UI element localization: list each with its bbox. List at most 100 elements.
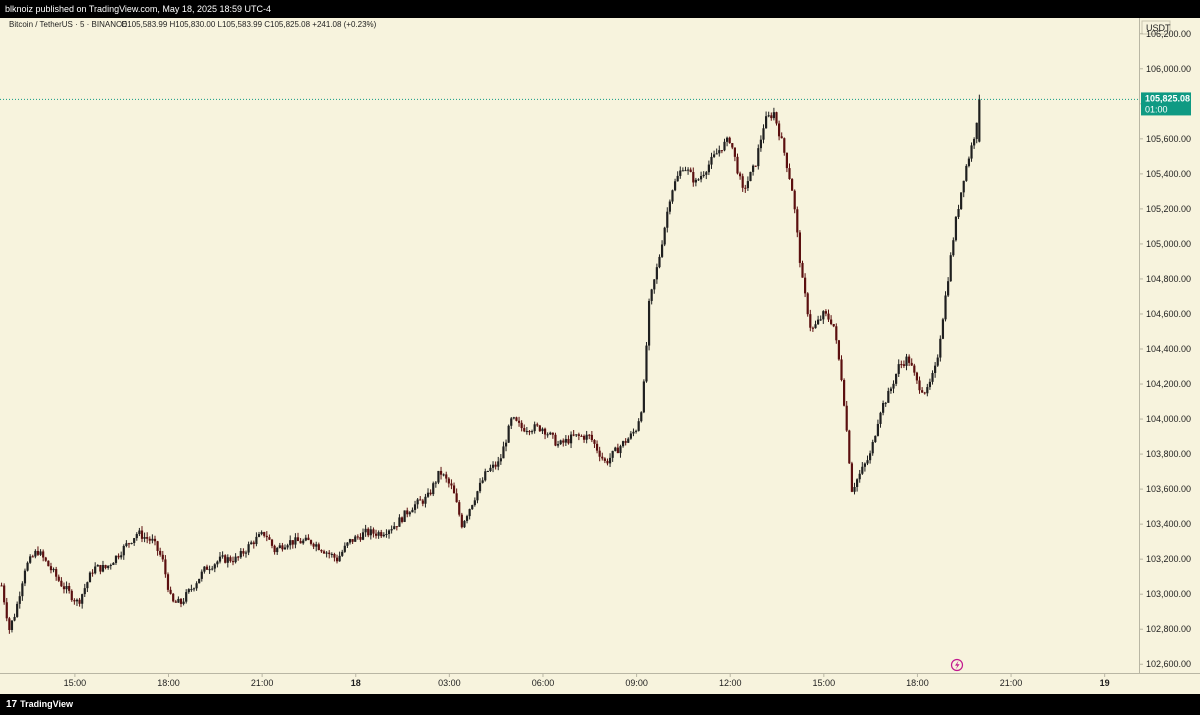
- price-tick-label: 105,000.00: [1146, 239, 1191, 249]
- candle-body: [174, 601, 177, 603]
- candle-body: [211, 568, 214, 570]
- candle-body: [624, 441, 627, 443]
- candle-body: [731, 143, 734, 148]
- tradingview-logo-icon: 17: [6, 699, 18, 710]
- price-tick-label: 105,600.00: [1146, 134, 1191, 144]
- candle-body: [356, 536, 359, 538]
- candle-body: [567, 438, 570, 444]
- candle-body: [759, 139, 762, 149]
- candle-body: [603, 458, 606, 461]
- publish-header-bar: blknoiz published on TradingView.com, Ma…: [0, 0, 1200, 18]
- candle-body: [447, 478, 450, 484]
- candle-body: [952, 240, 955, 256]
- candle-body: [86, 582, 89, 589]
- candle-body: [450, 483, 453, 486]
- candle-body: [439, 470, 443, 475]
- candle-body: [827, 313, 830, 320]
- candle-body: [658, 256, 661, 268]
- candle-body: [640, 412, 643, 422]
- candle-body: [330, 554, 333, 556]
- candle-body: [478, 482, 482, 492]
- chart-pane[interactable]: [0, 18, 1200, 694]
- candle-body: [895, 373, 898, 384]
- candle-body: [733, 147, 736, 157]
- candle-body: [161, 554, 164, 560]
- tradingview-logo[interactable]: 17 TradingView: [0, 694, 73, 715]
- candle-body: [686, 169, 690, 171]
- candle-body: [250, 542, 253, 545]
- candle-body: [312, 543, 315, 547]
- candle-body: [874, 435, 877, 443]
- candle-body: [205, 566, 209, 570]
- candle-body: [265, 535, 268, 538]
- candle-body: [424, 496, 427, 504]
- currency-label-box[interactable]: [1141, 20, 1171, 35]
- candle-body: [515, 417, 518, 421]
- candle-body: [569, 434, 573, 444]
- candle-body: [304, 537, 307, 541]
- tradingview-footer: 17 TradingView: [0, 694, 1200, 714]
- candle-body: [921, 390, 924, 393]
- replay-lightning-icon[interactable]: [950, 658, 964, 672]
- candle-body: [541, 428, 544, 432]
- candle-body: [837, 340, 841, 360]
- candle-body: [549, 432, 552, 435]
- candle-body: [273, 545, 276, 553]
- candle-body: [809, 314, 812, 328]
- candle-body: [413, 504, 417, 510]
- candle-body: [967, 158, 971, 166]
- candle-body: [593, 440, 596, 444]
- candle-body: [884, 402, 887, 404]
- last-price-countdown: 01:00: [1145, 104, 1168, 114]
- candle-body: [296, 537, 300, 542]
- candle-body: [91, 572, 94, 574]
- candle-body: [364, 528, 367, 533]
- candle-body: [941, 319, 945, 339]
- time-tick-label: 15:00: [64, 678, 87, 688]
- candle-body: [133, 538, 136, 543]
- candle-body: [465, 516, 469, 521]
- candle-body: [432, 483, 435, 495]
- legend-symbol[interactable]: Bitcoin / TetherUS · 5 · BINANCE: [9, 20, 127, 29]
- candle-body: [460, 514, 463, 528]
- candle-body: [712, 154, 716, 157]
- time-tick-label: 09:00: [625, 678, 648, 688]
- candle-body: [325, 552, 328, 554]
- candle-body: [749, 171, 752, 182]
- candlestick-chart[interactable]: Bitcoin / TetherUS · 5 · BINANCE O105,58…: [0, 18, 1200, 694]
- price-tick-label: 105,400.00: [1146, 169, 1191, 179]
- candle-body: [962, 180, 965, 193]
- candle-body: [426, 492, 430, 497]
- candle-body: [200, 571, 203, 579]
- candle-body: [75, 599, 79, 602]
- candle-body: [112, 562, 115, 566]
- candle-body: [213, 564, 216, 569]
- candle-body: [0, 585, 3, 587]
- candle-body: [270, 539, 274, 546]
- price-tick-label: 103,400.00: [1146, 519, 1191, 529]
- candle-body: [775, 112, 778, 124]
- candle-body: [564, 438, 567, 443]
- publish-info-text: blknoiz published on TradingView.com, Ma…: [5, 4, 271, 14]
- tradingview-brand-text: TradingView: [20, 699, 73, 709]
- candle-body: [143, 536, 146, 539]
- candle-body: [931, 373, 934, 382]
- candle-body: [595, 443, 599, 451]
- candle-body: [689, 169, 692, 173]
- candle-body: [377, 532, 380, 536]
- candle-body: [419, 499, 422, 501]
- candle-body: [159, 550, 162, 555]
- candle-body: [720, 150, 723, 152]
- candle-body: [858, 473, 861, 480]
- candle-body: [668, 201, 671, 212]
- candle-body: [947, 281, 950, 296]
- price-tick-label: 102,600.00: [1146, 659, 1191, 669]
- candle-body: [754, 165, 757, 167]
- candle-body: [523, 428, 526, 432]
- candle-body: [632, 431, 635, 434]
- candle-body: [900, 364, 903, 366]
- candle-body: [853, 486, 856, 492]
- candle-body: [923, 392, 926, 394]
- candle-body: [473, 500, 476, 506]
- candle-body: [699, 175, 703, 180]
